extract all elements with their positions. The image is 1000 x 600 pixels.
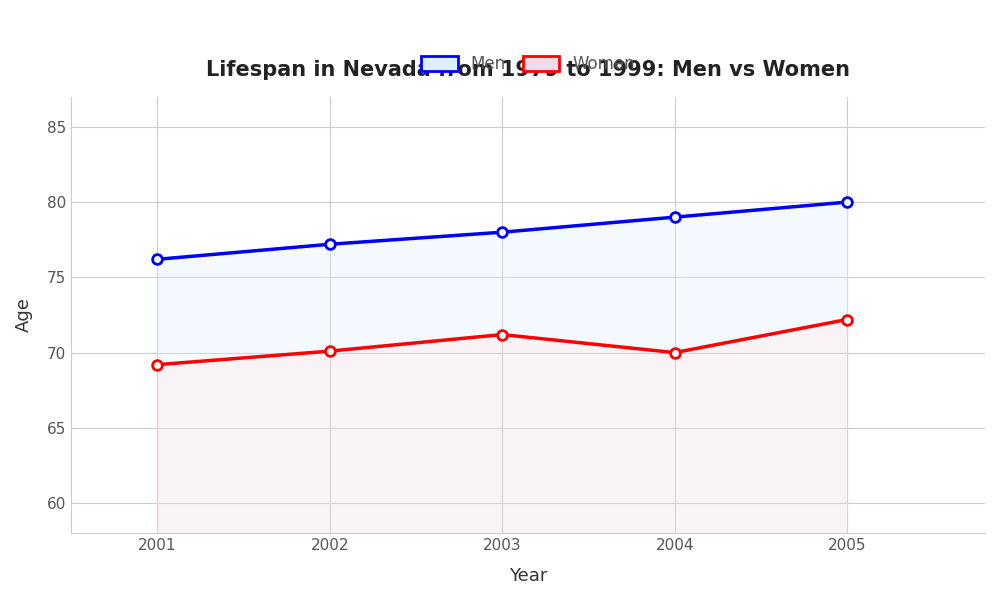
Title: Lifespan in Nevada from 1979 to 1999: Men vs Women: Lifespan in Nevada from 1979 to 1999: Me… [206,60,850,80]
Y-axis label: Age: Age [15,298,33,332]
X-axis label: Year: Year [509,567,547,585]
Legend: Men, Women: Men, Women [414,49,642,80]
